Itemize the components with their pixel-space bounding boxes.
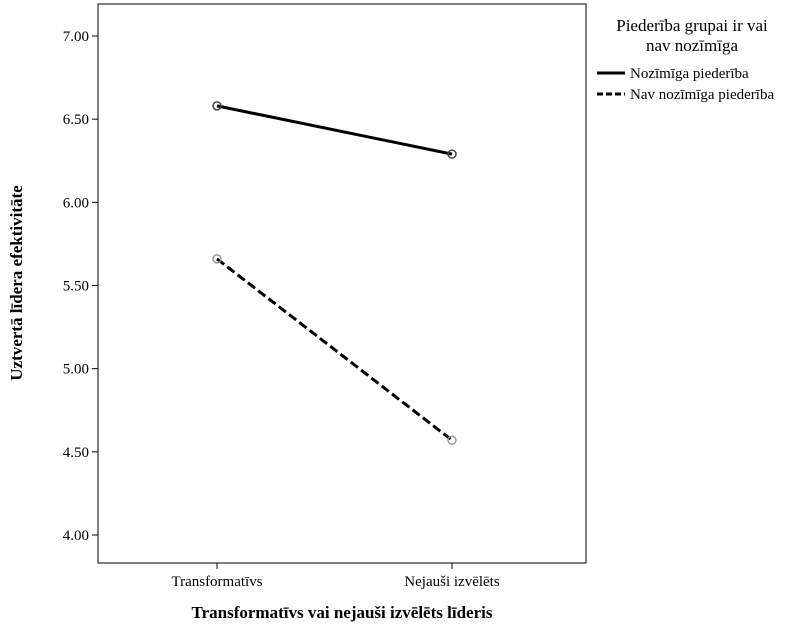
x-tick-label: Nejauši izvēlēts bbox=[404, 574, 500, 590]
series-line-1 bbox=[216, 104, 453, 156]
data-point-marker bbox=[447, 149, 457, 159]
y-tick-label: 7.00 bbox=[63, 29, 89, 45]
y-tick-label: 6.50 bbox=[63, 112, 89, 128]
legend-label-series-2: Nav nozīmīga piederība bbox=[630, 87, 774, 103]
data-point-marker bbox=[212, 101, 222, 111]
plot-area-frame bbox=[97, 3, 587, 564]
legend: Piederība grupai ir vai nav nozīmīga Noz… bbox=[597, 16, 774, 103]
y-tick-label: 4.50 bbox=[63, 445, 89, 461]
x-tick-label: Transformatīvs bbox=[171, 574, 262, 590]
legend-label-series-1: Nozīmīga piederība bbox=[630, 66, 749, 82]
y-tick-label: 4.00 bbox=[63, 528, 89, 544]
x-axis-title: Transformatīvs vai nejauši izvēlēts līde… bbox=[192, 603, 493, 622]
data-point-marker bbox=[447, 435, 457, 445]
legend-title-line-2: nav nozīmīga bbox=[646, 36, 739, 55]
y-axis-title: Uztvertā līdera efektivitāte bbox=[7, 185, 26, 381]
y-tick-label: 5.00 bbox=[63, 362, 89, 378]
x-axis: Transformatīvs Nejauši izvēlēts bbox=[171, 563, 500, 590]
y-tick-label: 5.50 bbox=[63, 279, 89, 295]
legend-title-line-1: Piederība grupai ir vai bbox=[616, 16, 768, 35]
series-layer bbox=[212, 101, 457, 445]
y-axis: 4.00 4.50 5.00 5.50 6.00 6.50 7.00 bbox=[63, 29, 98, 544]
series-line-2 bbox=[216, 257, 453, 442]
data-point-marker bbox=[212, 254, 222, 264]
y-tick-label: 6.00 bbox=[63, 195, 89, 211]
